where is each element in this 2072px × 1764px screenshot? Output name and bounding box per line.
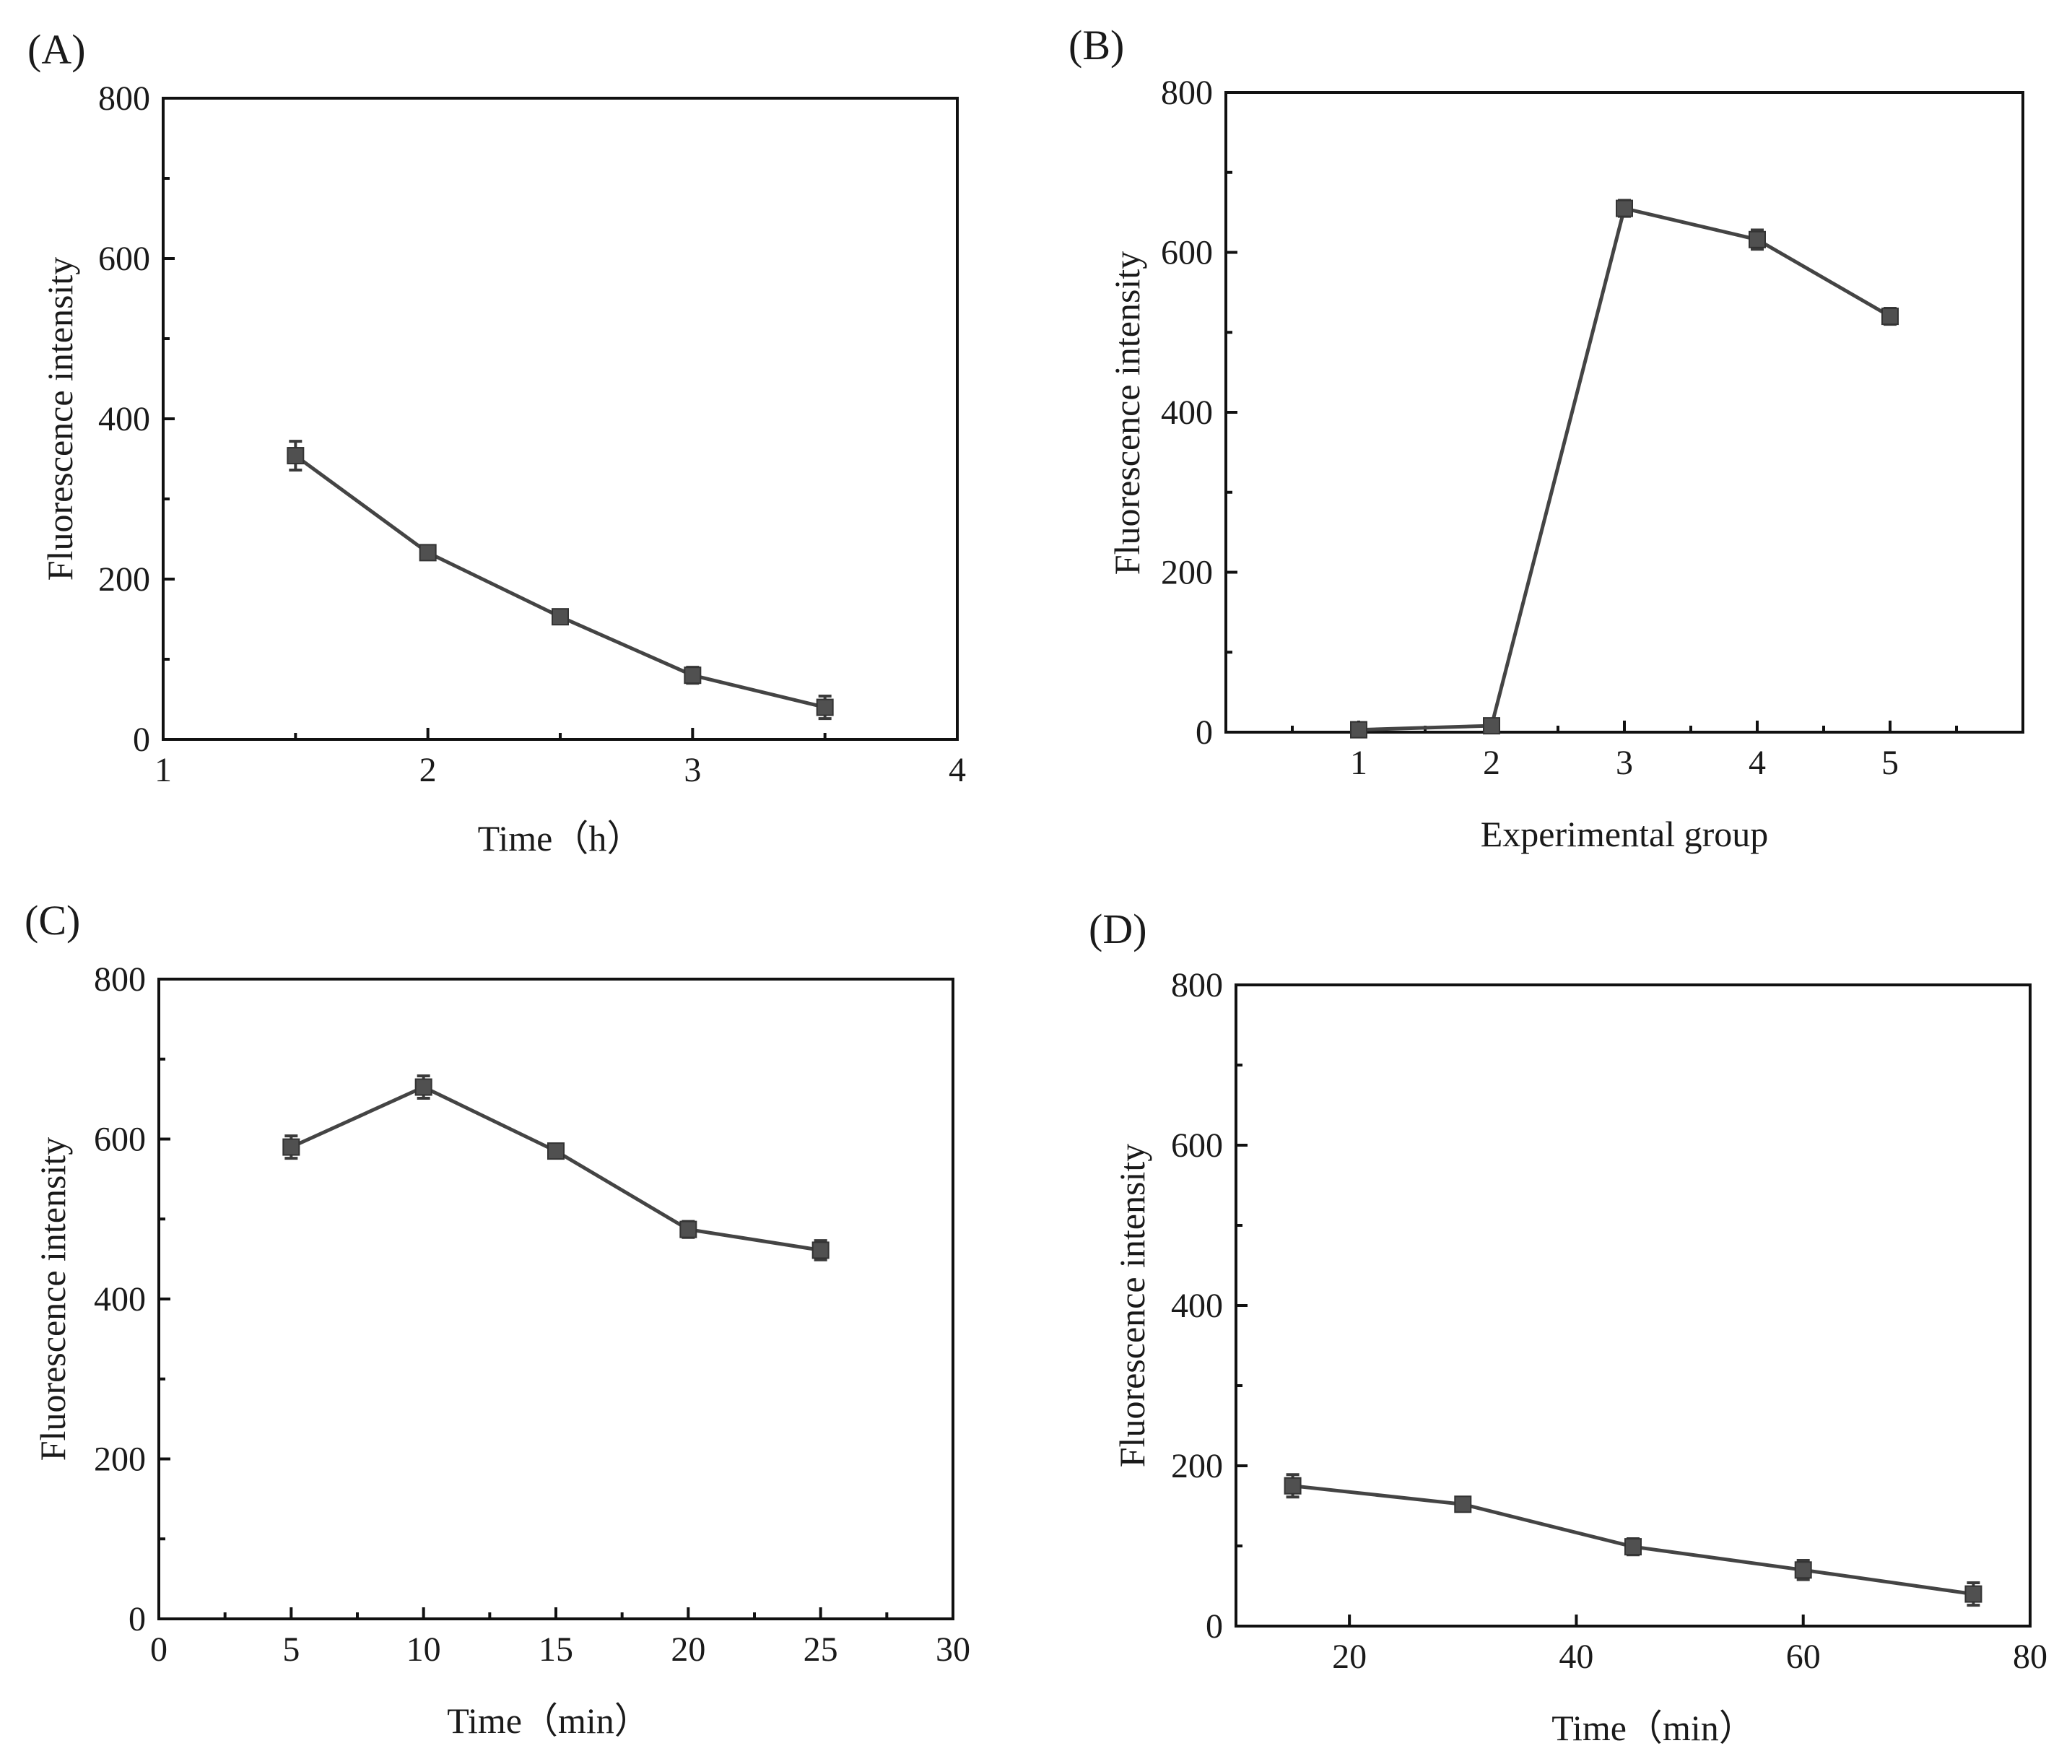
y-tick-label-d: 0	[1206, 1607, 1223, 1646]
y-tick-label-d: 600	[1171, 1126, 1223, 1165]
y-axis-title-a: Fluorescence intensity	[40, 257, 80, 581]
x-tick-label-c: 10	[406, 1630, 441, 1669]
data-point-b	[1350, 721, 1367, 739]
data-point-d	[1964, 1585, 1982, 1603]
panel-a: (A) Time（h） Fluorescence intensity 1 2 3 40…	[27, 26, 966, 859]
x-tick-label-b: 4	[1749, 744, 1766, 782]
data-point-a	[816, 698, 834, 716]
x-tick-label-b: 1	[1350, 744, 1367, 782]
data-point-c	[282, 1138, 300, 1156]
y-tick-label-c: 0	[129, 1600, 146, 1638]
x-tick-label-b: 3	[1616, 744, 1633, 782]
data-point-a	[684, 666, 702, 685]
y-tick-label-d: 200	[1171, 1447, 1223, 1485]
x-axis-title-a: Time（h）	[478, 818, 643, 859]
y-tick-label-b: 600	[1161, 234, 1213, 272]
y-axis-title-c: Fluorescence intensity	[32, 1137, 73, 1461]
data-point-d	[1284, 1477, 1302, 1495]
x-tick-label-b: 5	[1881, 744, 1899, 782]
data-point-d	[1794, 1561, 1812, 1579]
y-tick-label-c: 200	[94, 1441, 146, 1479]
y-axis-title-d: Fluorescence intensity	[1112, 1144, 1152, 1468]
data-point-d	[1454, 1495, 1472, 1513]
y-tick-label-c: 400	[94, 1280, 146, 1318]
panel-label-b: (B)	[1068, 22, 1124, 69]
y-tick-label-a: 800	[98, 79, 150, 118]
data-point-b	[1749, 230, 1766, 248]
x-tick-label-d: 40	[1559, 1638, 1593, 1676]
y-tick-label-d: 400	[1171, 1287, 1223, 1325]
y-axis-title-b: Fluorescence intensity	[1107, 251, 1147, 575]
y-tick-label-b: 800	[1161, 74, 1213, 112]
panel-c: (C) Time（min） Fluorescence intensity 0 5 1…	[25, 897, 970, 1741]
panel-label-a: (A)	[27, 26, 86, 73]
data-point-b	[1881, 308, 1899, 326]
data-point-a	[287, 447, 305, 465]
x-axis-title-c: Time（min）	[447, 1700, 650, 1741]
x-tick-label-c: 5	[282, 1630, 300, 1669]
y-tick-label-a: 0	[133, 721, 150, 759]
x-tick-label-a: 3	[684, 751, 701, 789]
x-tick-label-d: 20	[1332, 1638, 1367, 1676]
data-point-c	[811, 1241, 830, 1259]
y-tick-label-d: 800	[1171, 966, 1223, 1004]
x-axis-title-d: Time（min）	[1551, 1708, 1755, 1748]
panel-label-d: (D)	[1089, 905, 1147, 952]
x-tick-label-c: 25	[804, 1630, 838, 1669]
x-tick-label-c: 30	[936, 1630, 970, 1669]
data-point-c	[547, 1142, 565, 1160]
data-point-d	[1624, 1538, 1642, 1556]
data-point-a	[552, 608, 569, 626]
y-tick-label-a: 600	[98, 240, 150, 278]
data-point-c	[414, 1078, 432, 1096]
x-tick-label-a: 1	[154, 751, 172, 789]
x-tick-label-b: 2	[1483, 744, 1500, 782]
data-point-b	[1616, 199, 1633, 217]
data-point-c	[679, 1220, 697, 1238]
x-tick-label-a: 4	[949, 751, 966, 789]
panel-b: (B) Experimental group Fluorescence inte…	[1068, 22, 2024, 854]
panel-d: (D) Time（min） Fluorescence intensity 20 4…	[1089, 905, 2047, 1748]
data-point-b	[1483, 717, 1500, 735]
x-tick-label-d: 80	[2013, 1638, 2047, 1676]
y-tick-label-b: 400	[1161, 394, 1213, 432]
x-tick-label-c: 15	[539, 1630, 573, 1669]
x-tick-label-c: 20	[671, 1630, 705, 1669]
y-tick-label-a: 200	[98, 560, 150, 599]
x-tick-label-c: 0	[150, 1630, 167, 1669]
data-point-a	[419, 544, 437, 562]
y-tick-label-a: 400	[98, 400, 150, 438]
y-tick-label-b: 0	[1196, 713, 1213, 752]
panel-label-c: (C)	[25, 897, 80, 944]
x-tick-label-d: 60	[1786, 1638, 1821, 1676]
y-tick-label-c: 800	[94, 960, 146, 999]
y-tick-label-c: 600	[94, 1121, 146, 1159]
x-axis-title-b: Experimental group	[1481, 814, 1769, 854]
x-tick-label-a: 2	[419, 751, 437, 789]
y-tick-label-b: 200	[1161, 554, 1213, 592]
